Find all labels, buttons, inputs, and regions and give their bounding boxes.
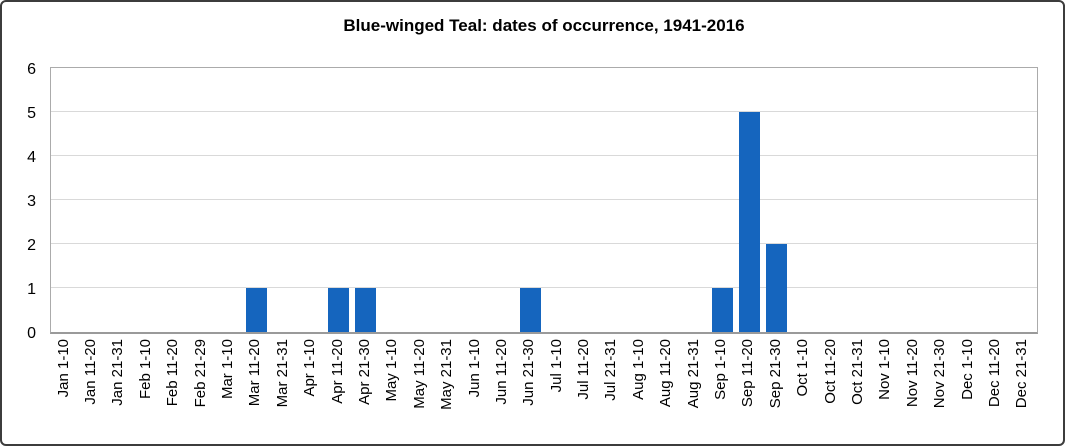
y-axis: 0 1 2 3 4 5 6 xyxy=(2,62,44,342)
x-tick-label-nov-11-20: Nov 11-20 xyxy=(904,339,921,408)
x-tick-label-sep-11-20: Sep 11-20 xyxy=(739,339,756,408)
y-tick-label-1: 1 xyxy=(27,281,36,298)
x-tick-label-aug-21-31: Aug 21-31 xyxy=(685,339,702,409)
x-tick-label-jun-11-20: Jun 11-20 xyxy=(493,339,510,405)
x-tick-label-may-21-31: May 21-31 xyxy=(438,339,455,410)
x-tick-label-dec-21-31: Dec 21-31 xyxy=(1013,339,1030,409)
x-tick-label-jan-21-31: Jan 21-31 xyxy=(109,339,126,406)
x-tick-label-oct-21-31: Oct 21-31 xyxy=(849,339,866,405)
bar-sep-1-10 xyxy=(712,288,733,332)
y-tick-label-2: 2 xyxy=(27,237,36,254)
bar-mar-11-20 xyxy=(246,288,267,332)
y-tick-label-0: 0 xyxy=(27,325,36,342)
gridline-y2 xyxy=(51,243,1037,244)
x-tick-label-may-1-10: May 1-10 xyxy=(383,339,400,402)
bar-sep-21-30 xyxy=(766,244,787,332)
gridline-y4 xyxy=(51,155,1037,156)
bar-apr-11-20 xyxy=(328,288,349,332)
plot-area xyxy=(50,67,1038,334)
bar-sep-11-20 xyxy=(739,112,760,332)
x-tick-label-apr-11-20: Apr 11-20 xyxy=(329,339,346,404)
x-tick-label-dec-11-20: Dec 11-20 xyxy=(986,339,1003,408)
y-tick-label-4: 4 xyxy=(27,149,36,166)
bar-apr-21-30 xyxy=(355,288,376,332)
x-tick-label-may-11-20: May 11-20 xyxy=(411,339,428,409)
x-tick-label-jun-1-10: Jun 1-10 xyxy=(466,339,483,398)
x-tick-label-apr-1-10: Apr 1-10 xyxy=(301,339,318,397)
x-axis: Jan 1-10 Jan 11-20 Jan 21-31 Feb 1-10 Feb 11… xyxy=(50,339,1038,444)
x-tick-label-nov-1-10: Nov 1-10 xyxy=(876,339,893,400)
x-tick-label-jul-11-20: Jul 11-20 xyxy=(575,339,592,400)
chart-title: Blue-winged Teal: dates of occurrence, 1… xyxy=(343,16,745,35)
x-tick-label-jan-1-10: Jan 1-10 xyxy=(55,339,72,398)
x-tick-label-feb-1-10: Feb 1-10 xyxy=(137,339,154,400)
x-tick-label-dec-1-10: Dec 1-10 xyxy=(959,339,976,400)
x-tick-label-nov-21-30: Nov 21-30 xyxy=(931,339,948,409)
x-tick-label-oct-1-10: Oct 1-10 xyxy=(794,339,811,397)
x-tick-label-apr-21-30: Apr 21-30 xyxy=(356,339,373,405)
x-tick-label-aug-11-20: Aug 11-20 xyxy=(657,339,674,408)
gridline-y1 xyxy=(51,287,1037,288)
y-tick-label-6: 6 xyxy=(27,61,36,78)
x-tick-label-feb-11-20: Feb 11-20 xyxy=(164,339,181,407)
x-tick-label-mar-21-31: Mar 21-31 xyxy=(274,339,291,408)
x-tick-label-aug-1-10: Aug 1-10 xyxy=(630,339,647,400)
gridline-y5 xyxy=(51,111,1037,112)
y-tick-label-5: 5 xyxy=(27,105,36,122)
x-tick-label-sep-21-30: Sep 21-30 xyxy=(767,339,784,409)
x-tick-label-jun-21-30: Jun 21-30 xyxy=(520,339,537,406)
x-tick-label-jan-11-20: Jan 11-20 xyxy=(82,339,99,405)
y-tick-label-3: 3 xyxy=(27,193,36,210)
x-tick-label-oct-11-20: Oct 11-20 xyxy=(822,339,839,404)
x-tick-label-sep-1-10: Sep 1-10 xyxy=(712,339,729,400)
x-tick-label-mar-1-10: Mar 1-10 xyxy=(219,339,236,400)
bar-jun-21-30 xyxy=(520,288,541,332)
x-tick-label-jul-1-10: Jul 1-10 xyxy=(548,339,565,393)
x-tick-label-jul-21-31: Jul 21-31 xyxy=(602,339,619,401)
x-tick-label-mar-11-20: Mar 11-20 xyxy=(246,339,263,407)
gridline-y3 xyxy=(51,199,1037,200)
x-tick-label-feb-21-29: Feb 21-29 xyxy=(192,339,209,408)
